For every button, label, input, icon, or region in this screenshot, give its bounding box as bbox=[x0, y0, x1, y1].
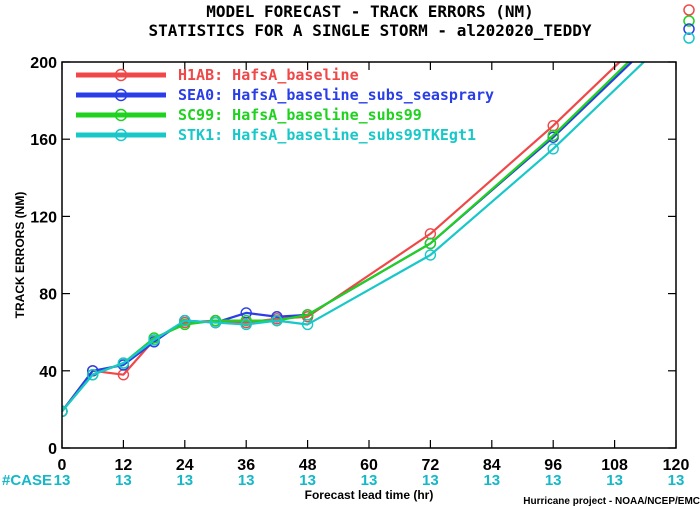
data-point-stk1 bbox=[117, 357, 130, 369]
data-point-stk1 bbox=[86, 368, 99, 381]
x-tick-label: 48 bbox=[299, 457, 317, 474]
y-tick-label: 0 bbox=[48, 441, 57, 458]
data-point-stk1 bbox=[240, 318, 252, 331]
x-axis-title: Forecast lead time (hr) bbox=[305, 488, 434, 502]
legend-label-sea0: SEA0: HafsA_baseline_subs_seasprary bbox=[178, 86, 494, 104]
case-count: 13 bbox=[545, 472, 562, 489]
case-count: 13 bbox=[668, 472, 685, 489]
case-count: 13 bbox=[238, 472, 255, 489]
y-axis-title: TRACK ERRORS (NM) bbox=[13, 192, 27, 319]
x-tick-label: 0 bbox=[58, 457, 67, 474]
case-count: 13 bbox=[299, 472, 316, 489]
data-point-sc99 bbox=[547, 129, 559, 142]
x-tick-label: 12 bbox=[115, 457, 133, 474]
legend-label-sc99: SC99: HafsA_baseline_subs99 bbox=[178, 106, 422, 124]
data-point-sea0 bbox=[240, 307, 252, 319]
series-layer bbox=[62, 62, 646, 418]
y-tick-label: 80 bbox=[39, 287, 57, 304]
x-tick-label: 24 bbox=[176, 457, 194, 474]
data-point-stk1 bbox=[148, 334, 160, 346]
series-line-sea0 bbox=[62, 62, 634, 412]
data-point-stk1 bbox=[424, 249, 437, 261]
case-count: 13 bbox=[176, 472, 193, 489]
x-tick-label: 72 bbox=[422, 457, 440, 474]
corner-model-markers bbox=[683, 4, 695, 44]
corner-marker-sea0 bbox=[683, 23, 695, 35]
case-counts: 13 13 13 13 13 13 13 13 13 13 13 bbox=[54, 472, 685, 489]
y-tick-label: 160 bbox=[30, 132, 57, 149]
legend-marker-h1ab bbox=[114, 68, 128, 82]
data-point-sea0 bbox=[271, 311, 283, 323]
y-axis-ticks: 0 40 80 120 160 200 bbox=[30, 55, 676, 458]
case-label: #CASE bbox=[2, 472, 52, 489]
case-count: 13 bbox=[54, 472, 71, 489]
data-point-stk1 bbox=[62, 405, 68, 418]
chart-title-line2: STATISTICS FOR A SINGLE STORM - al202020… bbox=[148, 21, 591, 40]
y-tick-label: 200 bbox=[30, 55, 57, 72]
x-tick-label: 120 bbox=[663, 457, 690, 474]
case-count: 13 bbox=[483, 472, 500, 489]
x-tick-label: 96 bbox=[544, 457, 562, 474]
legend: H1AB: HafsA_baseline SEA0: HafsA_baseline… bbox=[76, 66, 494, 144]
case-count: 13 bbox=[606, 472, 623, 489]
data-point-stk1 bbox=[301, 318, 314, 331]
data-point-sc99 bbox=[424, 237, 437, 250]
corner-marker-h1ab bbox=[683, 4, 695, 16]
legend-marker-sc99 bbox=[114, 108, 128, 122]
data-point-stk1 bbox=[271, 314, 283, 327]
x-tick-label: 84 bbox=[483, 457, 501, 474]
data-point-stk1 bbox=[547, 143, 559, 155]
legend-marker-sea0 bbox=[114, 88, 128, 102]
data-point-stk1 bbox=[179, 314, 191, 327]
x-axis-ticks: 0 12 24 36 48 60 72 84 96 108 120 bbox=[58, 62, 690, 474]
corner-marker-stk1 bbox=[683, 32, 695, 44]
data-point-sc99 bbox=[240, 314, 252, 327]
y-tick-label: 40 bbox=[39, 364, 57, 381]
case-count: 13 bbox=[115, 472, 132, 489]
legend-label-h1ab: H1AB: HafsA_baseline bbox=[178, 66, 359, 84]
y-tick-label: 120 bbox=[30, 209, 57, 226]
x-tick-label: 36 bbox=[237, 457, 255, 474]
case-count: 13 bbox=[422, 472, 439, 489]
corner-marker-sc99 bbox=[683, 15, 695, 27]
legend-marker-stk1 bbox=[114, 128, 128, 142]
x-tick-label: 108 bbox=[601, 457, 628, 474]
chart-title-line1: MODEL FORECAST - TRACK ERRORS (NM) bbox=[206, 2, 534, 21]
credit-text: Hurricane project - NOAA/NCEP/EMC bbox=[523, 496, 700, 506]
x-tick-label: 60 bbox=[360, 457, 378, 474]
case-count: 13 bbox=[361, 472, 378, 489]
data-point-stk1 bbox=[209, 316, 222, 329]
legend-label-stk1: STK1: HafsA_baseline_subs99TKEgt1 bbox=[178, 126, 476, 144]
